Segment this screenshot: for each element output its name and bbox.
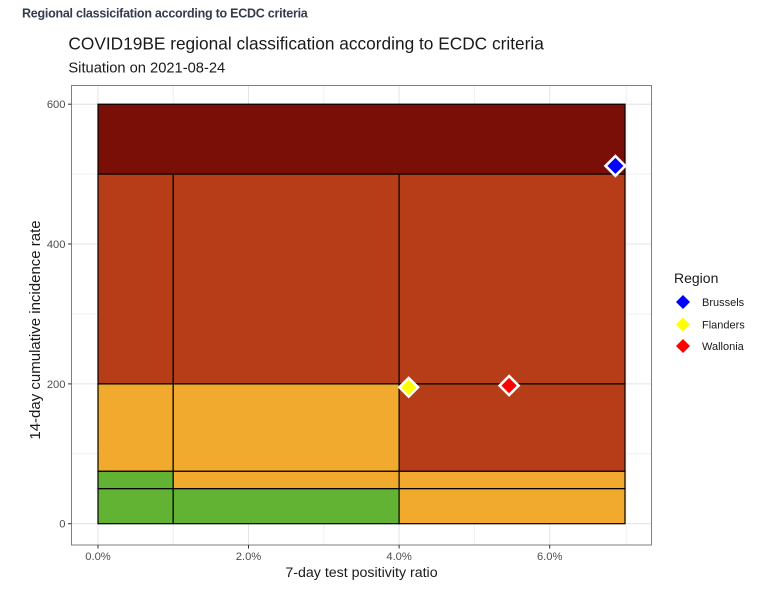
svg-text:14-day cumulative incidence ra: 14-day cumulative incidence rate [27,220,44,439]
svg-text:0.0%: 0.0% [85,551,111,563]
svg-text:Situation on 2021-08-24: Situation on 2021-08-24 [68,61,225,77]
svg-text:600: 600 [47,99,66,111]
svg-text:400: 400 [47,239,66,251]
svg-text:Region: Region [674,270,718,286]
svg-text:COVID19BE regional classificat: COVID19BE regional classification accord… [68,34,544,54]
svg-text:6.0%: 6.0% [537,551,563,563]
svg-text:200: 200 [47,379,66,391]
svg-text:4.0%: 4.0% [386,551,412,563]
svg-text:2.0%: 2.0% [236,551,262,563]
svg-text:Flanders: Flanders [702,320,745,332]
svg-text:Wallonia: Wallonia [702,341,745,353]
svg-text:Regional classicifation accord: Regional classicifation according to ECD… [22,7,309,21]
svg-text:0: 0 [59,519,65,531]
svg-text:7-day test positivity ratio: 7-day test positivity ratio [285,565,437,581]
svg-text:Brussels: Brussels [702,297,745,309]
